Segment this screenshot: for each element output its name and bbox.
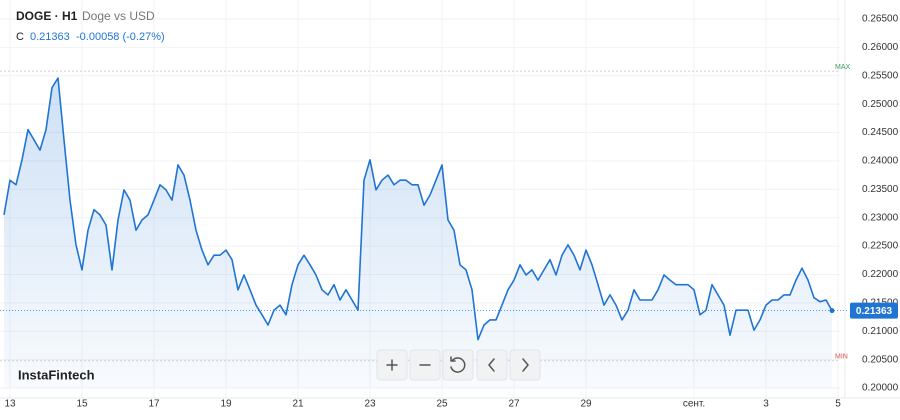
x-tick-label: 13	[4, 399, 16, 410]
x-tick-label: 15	[76, 399, 88, 410]
zoom-out-button[interactable]	[409, 349, 441, 381]
x-tick-label: 23	[364, 399, 376, 410]
y-tick-label: 0.22500	[862, 241, 899, 252]
x-tick-label: 25	[436, 399, 448, 410]
level-label: MAX	[835, 64, 851, 71]
y-tick-label: 0.24000	[862, 156, 899, 167]
instrument-name: Doge vs USD	[82, 9, 155, 23]
reset-button[interactable]	[442, 349, 474, 381]
x-tick-label: сент.	[683, 399, 705, 410]
x-tick-label: 19	[220, 399, 232, 410]
y-tick-label: 0.21000	[862, 326, 899, 337]
y-tick-label: 0.23000	[862, 212, 899, 223]
line	[3, 77, 833, 341]
x-tick-label: 29	[580, 399, 592, 410]
change: -0.00058 (-0.27%)	[76, 31, 165, 43]
close-label: C	[16, 31, 24, 43]
price-tag-label: 0.21363	[856, 306, 893, 317]
y-tick-label: 0.25500	[862, 70, 899, 81]
brand: InstaFintech	[18, 367, 95, 382]
y-tick-label: 0.20500	[862, 354, 899, 365]
y-tick-label: 0.20000	[862, 383, 899, 394]
x-tick-label: 3	[763, 399, 769, 410]
y-tick-label: 0.24500	[862, 127, 899, 138]
y-tick-label: 0.26000	[862, 42, 899, 53]
symbol: DOGE · H1	[16, 9, 78, 23]
plot	[0, 70, 848, 388]
close-value: 0.21363	[30, 31, 70, 43]
toolbar	[376, 349, 541, 381]
zoom-in-button[interactable]	[376, 349, 408, 381]
axes: 0.200000.205000.210000.215000.220000.225…	[4, 14, 898, 410]
x-tick-label: 21	[292, 399, 304, 410]
area	[4, 78, 832, 388]
last-point	[829, 308, 835, 314]
y-tick-label: 0.22000	[862, 269, 899, 280]
x-tick-label: 17	[148, 399, 160, 410]
price-tag	[850, 302, 898, 319]
y-tick-label: 0.25000	[862, 99, 899, 110]
level-label: MIN	[835, 354, 848, 361]
y-tick-label: 0.23500	[862, 184, 899, 195]
x-tick-label: 5	[835, 399, 841, 410]
y-tick-label: 0.26500	[862, 14, 899, 25]
scroll-left-button[interactable]	[476, 349, 508, 381]
x-tick-label: 27	[508, 399, 520, 410]
scroll-right-button[interactable]	[509, 349, 541, 381]
